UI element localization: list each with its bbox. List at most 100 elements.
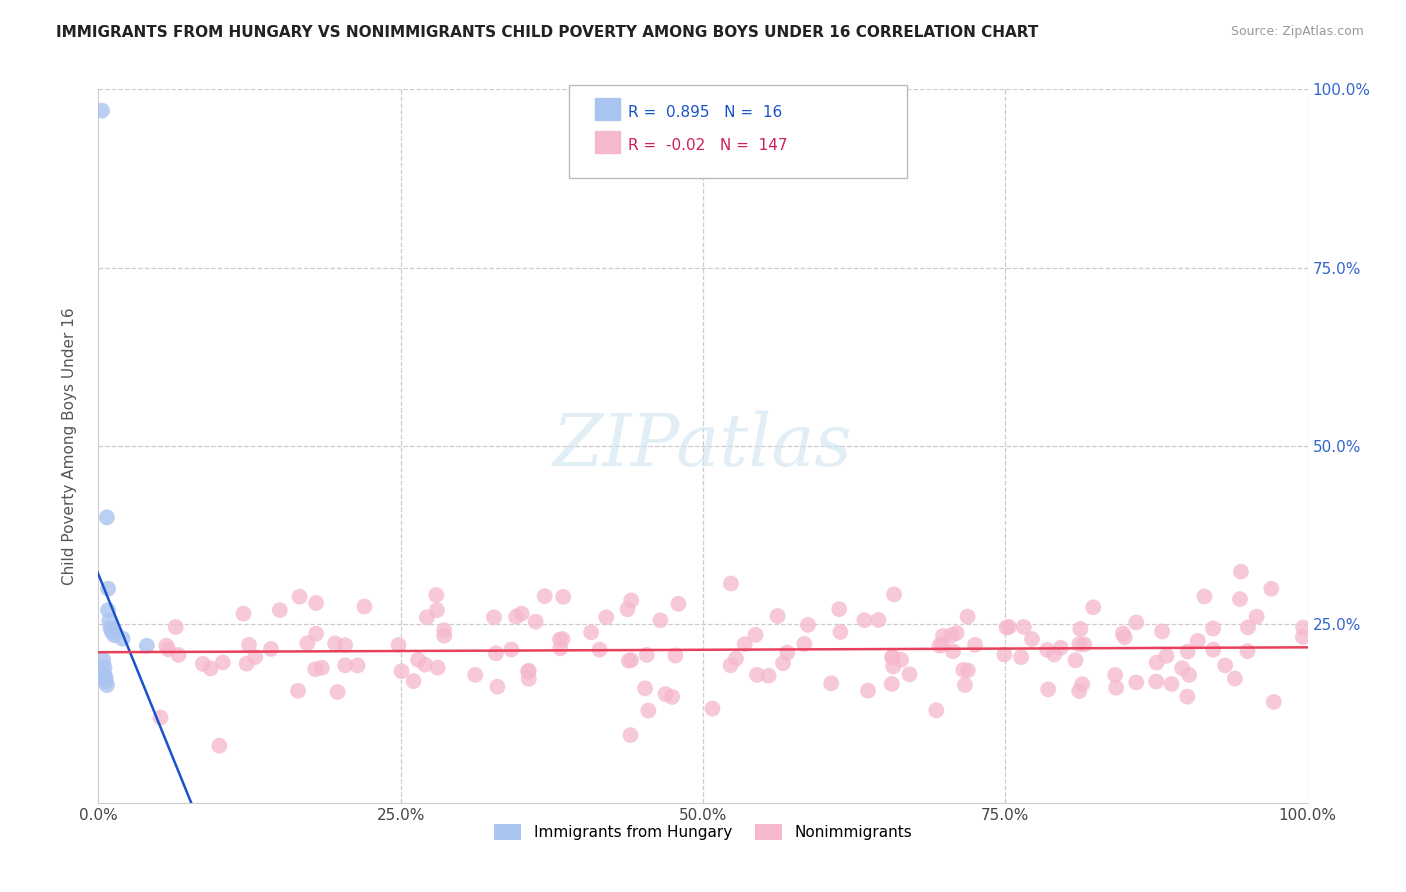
Point [425, 588, 447, 602]
Point [1114, 630, 1136, 644]
Point [1175, 690, 1198, 704]
Point [702, 701, 724, 715]
Point [191, 657, 214, 671]
Point [346, 658, 368, 673]
Point [941, 628, 963, 642]
Point [548, 632, 571, 647]
Point [433, 629, 456, 643]
Point [413, 657, 436, 672]
Point [1187, 633, 1209, 648]
Point [505, 609, 527, 624]
Point [553, 590, 575, 604]
Point [1263, 695, 1285, 709]
Point [305, 596, 328, 610]
Point [96, 510, 118, 524]
Point [482, 610, 505, 624]
Point [517, 672, 540, 686]
Point [620, 653, 643, 667]
Point [1012, 620, 1035, 634]
Point [93, 667, 115, 681]
Point [1230, 565, 1253, 579]
Point [433, 624, 456, 638]
Point [97, 582, 120, 596]
Point [720, 658, 742, 673]
Legend: Immigrants from Hungary, Nonimmigrants: Immigrants from Hungary, Nonimmigrants [488, 818, 918, 847]
Point [1069, 622, 1091, 636]
Point [1146, 656, 1168, 670]
Point [485, 646, 508, 660]
Point [928, 639, 950, 653]
Point [333, 638, 356, 652]
Point [232, 607, 254, 621]
Point [288, 590, 311, 604]
Point [745, 668, 768, 682]
Text: R =  -0.02   N =  147: R = -0.02 N = 147 [628, 138, 787, 153]
Point [426, 603, 449, 617]
Point [898, 667, 921, 681]
Point [464, 668, 486, 682]
Point [426, 660, 449, 674]
Text: IMMIGRANTS FROM HUNGARY VS NONIMMIGRANTS CHILD POVERTY AMONG BOYS UNDER 16 CORRE: IMMIGRANTS FROM HUNGARY VS NONIMMIGRANTS… [56, 25, 1039, 40]
Point [1010, 650, 1032, 665]
Point [1202, 622, 1225, 636]
Point [98, 614, 121, 628]
Point [797, 617, 820, 632]
Point [245, 649, 267, 664]
Point [932, 629, 955, 643]
Point [952, 663, 974, 677]
Point [517, 664, 540, 678]
Point [965, 638, 987, 652]
Point [1125, 675, 1147, 690]
Point [1112, 626, 1135, 640]
Point [579, 625, 602, 640]
Point [616, 602, 638, 616]
Point [661, 690, 683, 704]
Point [1292, 620, 1315, 634]
Point [94, 671, 117, 685]
Point [111, 632, 134, 646]
Point [406, 653, 429, 667]
Point [744, 628, 766, 642]
Point [620, 593, 643, 607]
Point [335, 658, 357, 673]
Point [595, 610, 617, 624]
Point [1202, 642, 1225, 657]
Point [402, 674, 425, 689]
Point [524, 615, 547, 629]
Point [91, 653, 114, 667]
Point [890, 653, 912, 667]
Point [1237, 620, 1260, 634]
Point [533, 589, 555, 603]
Point [96, 678, 118, 692]
Point [1125, 615, 1147, 630]
Point [1177, 644, 1199, 658]
Point [1083, 600, 1105, 615]
Point [1036, 643, 1059, 657]
Point [1105, 681, 1128, 695]
Point [157, 642, 180, 657]
Point [93, 660, 115, 674]
Point [880, 677, 903, 691]
Point [149, 711, 172, 725]
Point [931, 638, 953, 652]
Point [304, 662, 326, 676]
Point [650, 613, 672, 627]
Point [998, 620, 1021, 634]
Point [588, 642, 610, 657]
Point [1144, 674, 1167, 689]
Point [100, 624, 122, 639]
Point [772, 656, 794, 670]
Point [942, 644, 965, 658]
Point [510, 607, 533, 621]
Point [297, 636, 319, 650]
Point [1223, 672, 1246, 686]
Point [956, 609, 979, 624]
Point [353, 599, 375, 614]
Point [868, 613, 890, 627]
Point [1213, 658, 1236, 673]
Point [1260, 582, 1282, 596]
Point [100, 621, 122, 635]
Point [208, 739, 231, 753]
Point [167, 648, 190, 662]
Point [882, 650, 904, 665]
